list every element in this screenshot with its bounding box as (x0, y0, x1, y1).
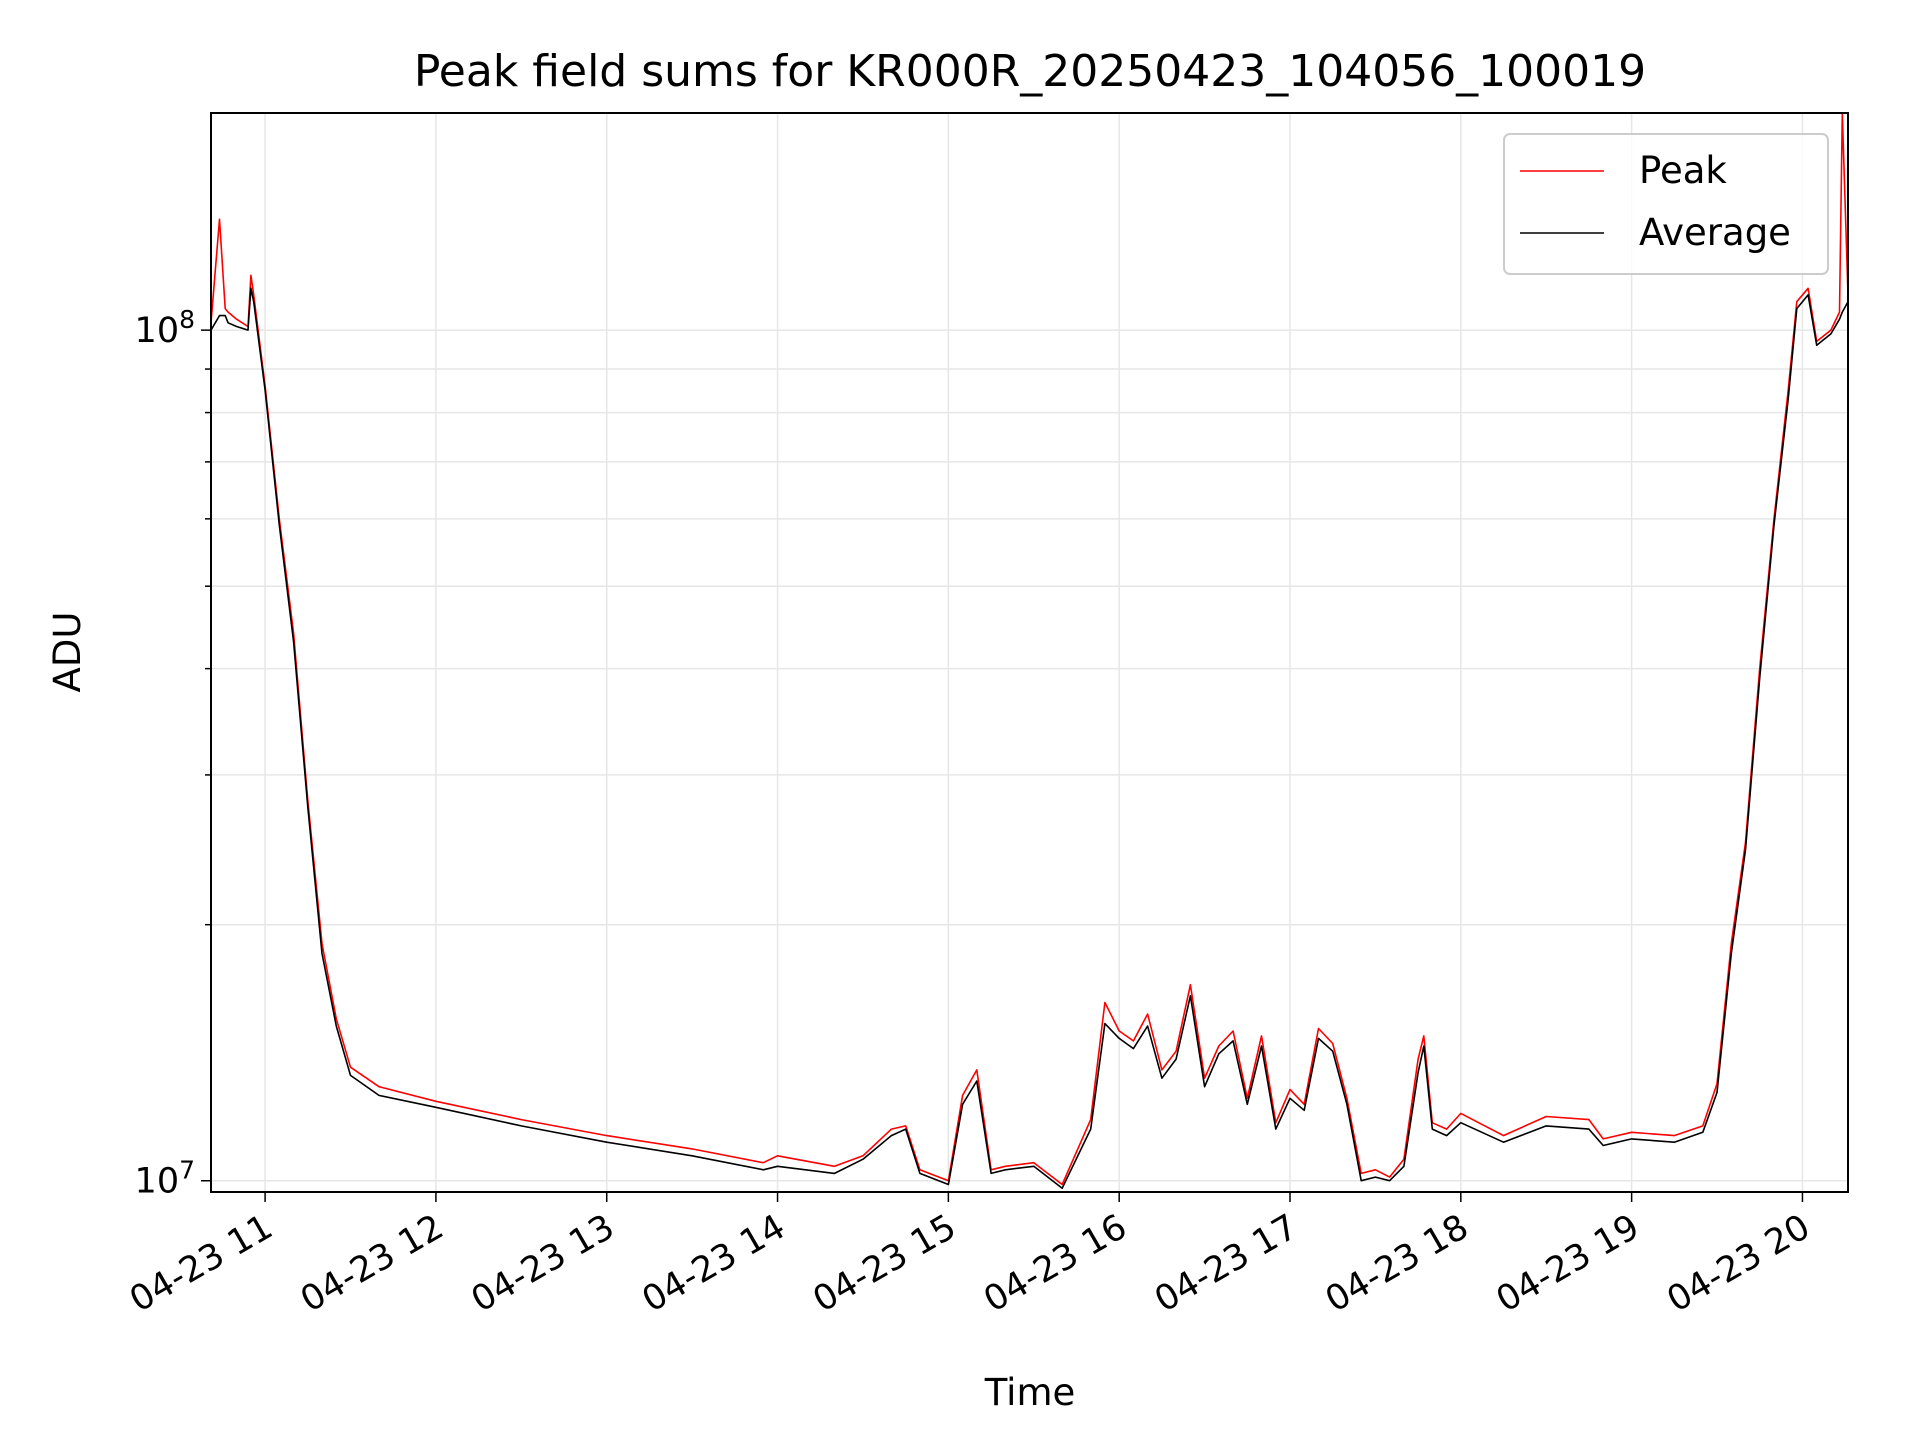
chart-title: Peak field sums for KR000R_20250423_1040… (414, 46, 1646, 97)
y-tick-label: 107 (135, 1156, 195, 1202)
y-axis-title: ADU (46, 612, 89, 693)
series-line-average (211, 287, 1848, 1189)
plot-frame (210, 112, 1849, 1193)
x-axis-title: Time (984, 1371, 1076, 1414)
series-layer (211, 113, 1848, 1189)
grid-lines (211, 113, 1848, 1192)
series-line-peak (211, 113, 1848, 1186)
y-tick-label: 108 (135, 305, 195, 351)
y-axis-ticks: 107 108 (135, 305, 211, 1202)
legend: Peak Average (1503, 133, 1829, 275)
legend-label-peak: Peak (1639, 149, 1727, 192)
legend-box (1503, 133, 1829, 275)
legend-label-average: Average (1639, 211, 1791, 254)
